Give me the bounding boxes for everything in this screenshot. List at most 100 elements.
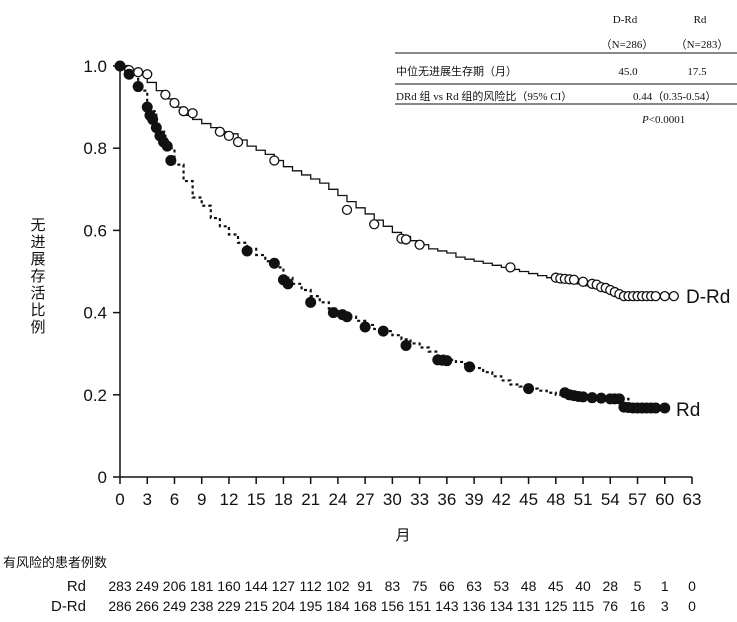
x-tick-label: 48 — [546, 490, 565, 509]
risk-value-rd: 40 — [575, 578, 591, 594]
risk-value-d-rd: 168 — [353, 598, 377, 614]
risk-values: 283 249 206 181 160 144 127 112 102 91 83 75 66 63 53 4… — [108, 578, 696, 614]
risk-value-rd: 48 — [521, 578, 537, 594]
censor-point-rd — [400, 339, 412, 351]
svg-text:无进展存活比例: 无进展存活比例 — [30, 216, 45, 336]
risk-value-rd: 75 — [412, 578, 428, 594]
censor-point-rd — [613, 393, 625, 405]
x-tick-label: 60 — [655, 490, 674, 509]
y-tick-label: 0.4 — [83, 304, 107, 323]
censor-point-rd — [282, 278, 294, 290]
x-tick-label: 36 — [437, 490, 456, 509]
x-tick-label: 6 — [170, 490, 179, 509]
censor-point-rd — [441, 355, 453, 367]
risk-value-rd: 0 — [688, 578, 696, 594]
x-tick-label: 39 — [465, 490, 484, 509]
censor-point-rd — [341, 311, 353, 323]
x-tick-label: 45 — [519, 490, 538, 509]
risk-value-rd: 127 — [272, 578, 296, 594]
censor-point-rd — [464, 361, 476, 373]
risk-value-rd: 206 — [163, 578, 187, 594]
summary-row2-value: 0.44（0.35-0.54） — [633, 90, 716, 103]
x-tick-label: 42 — [492, 490, 511, 509]
risk-value-rd: 5 — [634, 578, 642, 594]
censor-point-rd — [377, 325, 389, 337]
x-tick-label: 33 — [410, 490, 429, 509]
x-tick-label: 63 — [683, 490, 702, 509]
x-tick-label: 9 — [197, 490, 206, 509]
censor-point-d-rd — [568, 274, 580, 285]
x-tick-label: 51 — [574, 490, 593, 509]
risk-value-rd: 283 — [108, 578, 132, 594]
risk-value-rd: 83 — [385, 578, 401, 594]
risk-value-d-rd: 249 — [163, 598, 187, 614]
censor-point-rd — [523, 383, 535, 395]
x-tick-label: 54 — [601, 490, 620, 509]
x-tick-label: 3 — [143, 490, 152, 509]
risk-value-d-rd: 125 — [544, 598, 568, 614]
censor-point-d-rd — [223, 130, 235, 142]
risk-value-d-rd: 266 — [136, 598, 160, 614]
x-tick-label: 0 — [115, 490, 124, 509]
risk-value-d-rd: 229 — [217, 598, 241, 614]
censor-point-d-rd — [232, 136, 244, 148]
risk-value-d-rd: 0 — [688, 598, 696, 614]
censor-point-d-rd — [142, 69, 153, 80]
x-axis-label: 月 — [395, 526, 410, 544]
censor-point-d-rd — [169, 97, 180, 109]
y-tick-label: 0.8 — [83, 139, 107, 158]
censor-point-d-rd — [577, 276, 589, 287]
censor-point-rd — [161, 140, 173, 152]
risk-value-rd: 249 — [136, 578, 160, 594]
censor-point-d-rd — [160, 89, 171, 100]
censor-point-d-rd — [269, 155, 280, 166]
censor-point-rd — [650, 402, 662, 414]
summary-pvalue: P<0.0001 — [641, 114, 685, 126]
risk-value-rd: 91 — [357, 578, 373, 594]
x-tick-label: 27 — [356, 490, 375, 509]
y-ticks: 0 0.2 0.4 0.6 0.8 1.0 — [83, 57, 120, 487]
censor-point-rd — [123, 68, 135, 80]
censor-point-d-rd — [369, 219, 380, 230]
censor-point-d-rd — [659, 291, 670, 302]
risk-table-title: 有风险的患者例数 — [3, 555, 107, 571]
risk-value-rd: 160 — [217, 578, 241, 594]
censor-point-rd — [586, 392, 598, 404]
summary-row2-label: DRd 组 vs Rd 组的风险比（95% CI） — [396, 89, 572, 103]
risk-value-d-rd: 204 — [272, 598, 296, 614]
risk-value-d-rd: 151 — [408, 598, 432, 614]
summary-col1-header: D-Rd — [613, 14, 638, 26]
risk-value-d-rd: 195 — [299, 598, 323, 614]
risk-value-rd: 45 — [548, 578, 564, 594]
censor-point-d-rd — [187, 108, 198, 119]
x-ticks: 0 3 6 9 12 15 18 21 24 27 30 33 36 39 42 45 48 51 54 57 60 63 — [115, 477, 701, 509]
x-tick-label: 21 — [301, 490, 320, 509]
x-tick-label: 12 — [219, 490, 238, 509]
risk-value-d-rd: 76 — [602, 598, 618, 614]
risk-row-name-d-rd: D-Rd — [51, 598, 86, 615]
censor-point-rd — [268, 257, 280, 269]
summary-row1-label: 中位无进展生存期（月） — [396, 64, 517, 78]
censor-point-d-rd — [178, 106, 189, 117]
censor-point-d-rd — [133, 67, 144, 78]
censor-point-rd — [577, 391, 589, 403]
series-line-rd — [120, 64, 665, 410]
summary-col2-n: （N=283） — [676, 38, 729, 51]
censor-point-d-rd — [505, 262, 516, 273]
censor-point-rd — [327, 307, 339, 319]
x-tick-label: 24 — [328, 490, 347, 509]
summary-row1-col1: 45.0 — [618, 66, 638, 78]
risk-value-rd: 181 — [190, 578, 214, 594]
censor-point-rd — [359, 321, 371, 333]
censor-point-rd — [165, 155, 177, 167]
risk-value-d-rd: 115 — [572, 598, 595, 614]
y-tick-label: 1.0 — [83, 57, 107, 76]
censor-point-d-rd — [400, 234, 412, 245]
risk-value-d-rd: 238 — [190, 598, 214, 614]
risk-value-rd: 28 — [602, 578, 618, 594]
x-tick-label: 18 — [274, 490, 293, 509]
risk-value-rd: 112 — [300, 578, 323, 594]
risk-value-rd: 66 — [439, 578, 455, 594]
censor-point-rd — [114, 60, 126, 72]
